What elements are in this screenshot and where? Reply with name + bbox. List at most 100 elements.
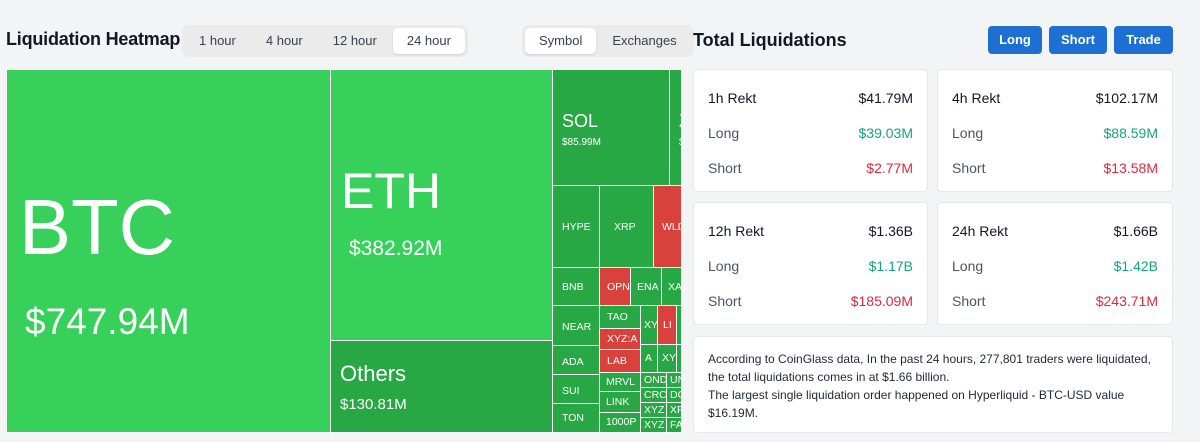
trade-button[interactable]: Trade: [1114, 26, 1173, 54]
tile-symbol: XP: [670, 404, 681, 416]
card-total: $1.66B: [1113, 223, 1158, 239]
tile-symbol: LI: [663, 319, 672, 331]
rekt-card-12h: 12h Rekt $1.36B Long $1.17B Short $185.09M: [693, 202, 928, 325]
tile-symbol: SOL: [562, 111, 599, 131]
long-button[interactable]: Long: [988, 26, 1042, 54]
heatmap-title: Liquidation Heatmap: [6, 29, 181, 49]
tile-symbol: XYZ: [644, 404, 665, 416]
tile-symbol: XYZ: [644, 419, 665, 431]
tile-symbol: DO: [670, 389, 681, 401]
tile-symbol: ETH: [341, 163, 441, 219]
tile-xyz-a[interactable]: XYZ:A: [599, 328, 641, 350]
long-label: Long: [708, 258, 740, 274]
tile-ada[interactable]: ADA: [552, 345, 600, 375]
tab-12-hour[interactable]: 12 hour: [332, 33, 377, 48]
short-button[interactable]: Short: [1049, 26, 1107, 54]
card-title: 1h Rekt: [708, 90, 757, 106]
tile-bnb[interactable]: BNB: [552, 267, 600, 306]
tile-ton[interactable]: TON: [552, 403, 600, 433]
card-title: 4h Rekt: [952, 90, 1001, 106]
tile-mrvl[interactable]: MRVL: [599, 372, 641, 392]
tile-symbol: OPN: [607, 281, 630, 293]
tile-symbol: ADA: [562, 356, 584, 368]
tile-symbol: TON: [562, 412, 584, 424]
tile-xrp[interactable]: XRP: [599, 185, 654, 268]
tile-lab[interactable]: LAB: [599, 349, 641, 373]
tile-symbol: Others: [340, 361, 407, 386]
tile-value: $747.94M: [25, 301, 190, 342]
short-value: $185.09M: [850, 293, 913, 309]
tab-symbol[interactable]: Symbol: [525, 28, 597, 54]
card-title: 24h Rekt: [952, 223, 1009, 239]
tile-xp[interactable]: XP: [666, 402, 681, 418]
tile-others[interactable]: Others $130.81M: [330, 340, 553, 433]
tile-opn[interactable]: OPN: [599, 267, 631, 306]
tile-symbol: BTC: [19, 183, 175, 271]
tile-symbol: 1000P: [606, 416, 637, 428]
tile-eth[interactable]: ETH $382.92M: [330, 69, 553, 341]
tile-un[interactable]: UN: [666, 372, 681, 388]
tile-sui[interactable]: SUI: [552, 374, 600, 404]
tile-symbol: SUI: [562, 385, 580, 397]
tab-24-hour[interactable]: 24 hour: [392, 28, 465, 54]
card-total: $1.36B: [868, 223, 913, 239]
card-title: 12h Rekt: [708, 223, 765, 239]
tile-symbol: XY: [662, 352, 677, 364]
tile-xy-2[interactable]: XY: [657, 344, 677, 373]
tile-symbol: XY: [644, 319, 658, 331]
tile-tao[interactable]: TAO: [599, 305, 641, 329]
tile-symbol: TAO: [607, 311, 628, 323]
tile-xa[interactable]: XA: [661, 267, 681, 306]
tile-symbol: XRP: [614, 221, 636, 233]
tile-a[interactable]: A: [640, 344, 658, 373]
tile-ond[interactable]: OND: [640, 372, 667, 388]
tile-misc-2[interactable]: [676, 344, 681, 373]
tile-wld[interactable]: WLD: [653, 185, 681, 268]
long-value: $1.17B: [868, 258, 913, 274]
summary-line-1: According to CoinGlass data, In the past…: [708, 352, 1151, 384]
tile-symbol: A: [645, 352, 653, 364]
tile-value: $85.99M: [562, 137, 601, 148]
tile-xy-1[interactable]: XY: [640, 305, 658, 345]
short-label: Short: [952, 293, 986, 309]
liquidation-heatmap: BTC $747.94M ETH $382.92M Others $130.81…: [6, 69, 681, 433]
tile-symbol: FA: [670, 419, 681, 431]
tile-btc[interactable]: BTC $747.94M: [6, 69, 331, 433]
tile-symbol: BNB: [562, 281, 584, 293]
long-label: Long: [952, 258, 984, 274]
tile-symbol: XA: [668, 281, 681, 293]
short-label: Short: [708, 293, 742, 309]
tile-ena[interactable]: ENA: [630, 267, 662, 306]
tile-near[interactable]: NEAR: [552, 305, 600, 346]
tile-crc[interactable]: CRC: [640, 387, 667, 403]
tile-li[interactable]: LI: [657, 305, 677, 345]
tile-fa[interactable]: FA: [666, 417, 681, 433]
tab-1-hour[interactable]: 1 hour: [199, 33, 236, 48]
group-by-tabs: Symbol Exchanges: [522, 25, 694, 57]
short-value: $13.58M: [1103, 160, 1158, 176]
tile-value: $382.92M: [349, 237, 443, 260]
tab-exchanges[interactable]: Exchanges: [612, 33, 677, 48]
tile-symbol: XYZ:A: [607, 333, 638, 345]
total-liquidations-title: Total Liquidations: [693, 30, 847, 50]
tile-xyz-2[interactable]: XYZ: [640, 417, 667, 433]
tile-symbol: MRVL: [606, 376, 635, 388]
short-value: $243.71M: [1095, 293, 1158, 309]
tile-sol[interactable]: SOL $85.99M: [552, 69, 670, 186]
tile-xyz-1[interactable]: XYZ: [640, 402, 667, 418]
tile-misc-1[interactable]: [676, 305, 681, 345]
tile-do[interactable]: DO: [666, 387, 681, 403]
short-value: $2.77M: [866, 160, 913, 176]
tile-hype[interactable]: HYPE: [552, 185, 600, 268]
tile-symbol: Z: [679, 112, 681, 130]
long-value: $1.42B: [1113, 258, 1158, 274]
tile-z[interactable]: Z $: [669, 69, 681, 186]
tile-1000p[interactable]: 1000P: [599, 412, 641, 433]
rekt-card-1h: 1h Rekt $41.79M Long $39.03M Short $2.77M: [693, 69, 928, 192]
tab-4-hour[interactable]: 4 hour: [265, 33, 303, 48]
tile-symbol: CRC: [644, 389, 667, 401]
tile-value: $130.81M: [340, 396, 407, 413]
short-label: Short: [708, 160, 742, 176]
tile-link[interactable]: LINK: [599, 391, 641, 413]
tile-symbol: HYPE: [562, 221, 591, 233]
